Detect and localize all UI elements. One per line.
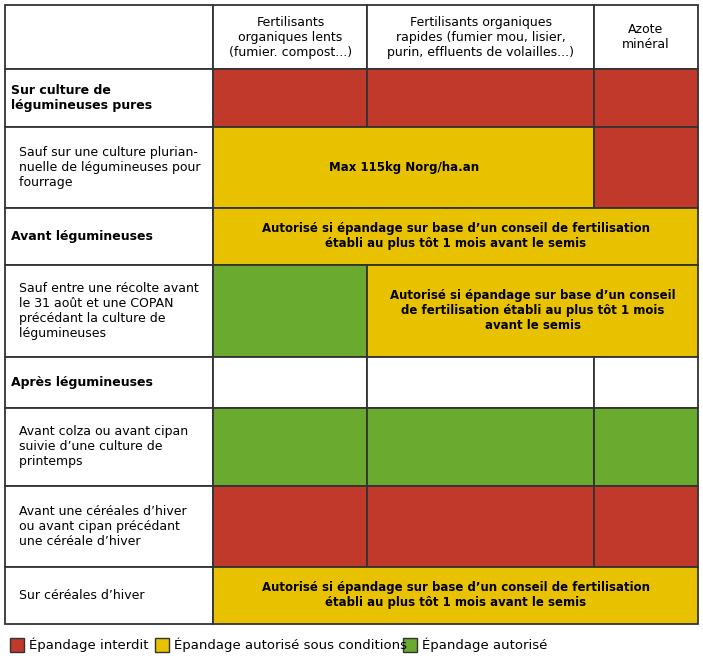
- Bar: [594, 407, 698, 486]
- Bar: [5, 407, 214, 486]
- Text: Max 115kg Norg/ha.an: Max 115kg Norg/ha.an: [328, 161, 479, 174]
- Bar: [368, 357, 594, 407]
- Text: Avant colza ou avant cipan
  suivie d’une culture de
  printemps: Avant colza ou avant cipan suivie d’une …: [11, 425, 188, 468]
- Text: Après légumineuses: Après légumineuses: [11, 376, 153, 389]
- Text: Épandage autorisé sous conditions: Épandage autorisé sous conditions: [174, 638, 406, 652]
- Bar: [5, 5, 214, 70]
- Bar: [214, 407, 368, 486]
- Bar: [403, 638, 417, 652]
- Text: Autorisé si épandage sur base d’un conseil
de fertilisation établi au plus tôt 1: Autorisé si épandage sur base d’un conse…: [390, 289, 676, 332]
- Bar: [214, 567, 698, 624]
- Text: Épandage autorisé: Épandage autorisé: [422, 638, 548, 652]
- Bar: [214, 126, 594, 207]
- Bar: [594, 5, 698, 70]
- Text: Fertilisants organiques
rapides (fumier mou, lisier,
purin, effluents de volaill: Fertilisants organiques rapides (fumier …: [387, 16, 574, 59]
- Bar: [5, 357, 214, 407]
- Text: Sauf sur une culture plurian-
  nuelle de légumineuses pour
  fourrage: Sauf sur une culture plurian- nuelle de …: [11, 146, 200, 189]
- Text: Fertilisants
organiques lents
(fumier. compost...): Fertilisants organiques lents (fumier. c…: [229, 16, 352, 59]
- Bar: [214, 357, 368, 407]
- Bar: [5, 126, 214, 207]
- Text: Sauf entre une récolte avant
  le 31 août et une COPAN
  précédant la culture de: Sauf entre une récolte avant le 31 août …: [11, 282, 199, 340]
- Bar: [368, 5, 594, 70]
- Bar: [594, 126, 698, 207]
- Bar: [155, 638, 169, 652]
- Bar: [5, 70, 214, 126]
- Bar: [368, 407, 594, 486]
- Bar: [214, 70, 368, 126]
- Bar: [594, 486, 698, 567]
- Text: Azote
minéral: Azote minéral: [622, 23, 670, 52]
- Text: Sur culture de
légumineuses pures: Sur culture de légumineuses pures: [11, 84, 152, 112]
- Text: Avant légumineuses: Avant légumineuses: [11, 229, 153, 243]
- Bar: [5, 567, 214, 624]
- Bar: [5, 486, 214, 567]
- Bar: [214, 5, 368, 70]
- Bar: [5, 207, 214, 265]
- Bar: [214, 265, 368, 357]
- Text: Sur céréales d’hiver: Sur céréales d’hiver: [11, 589, 145, 602]
- Bar: [368, 70, 594, 126]
- Bar: [594, 70, 698, 126]
- Bar: [214, 486, 368, 567]
- Text: Avant une céréales d’hiver
  ou avant cipan précédant
  une céréale d’hiver: Avant une céréales d’hiver ou avant cipa…: [11, 505, 186, 548]
- Text: Autorisé si épandage sur base d’un conseil de fertilisation
établi au plus tôt 1: Autorisé si épandage sur base d’un conse…: [262, 581, 650, 609]
- Text: Épandage interdit: Épandage interdit: [29, 638, 148, 652]
- Bar: [214, 207, 698, 265]
- Bar: [368, 265, 698, 357]
- Bar: [10, 638, 24, 652]
- Bar: [594, 357, 698, 407]
- Text: Autorisé si épandage sur base d’un conseil de fertilisation
établi au plus tôt 1: Autorisé si épandage sur base d’un conse…: [262, 222, 650, 250]
- Bar: [5, 265, 214, 357]
- Bar: [368, 486, 594, 567]
